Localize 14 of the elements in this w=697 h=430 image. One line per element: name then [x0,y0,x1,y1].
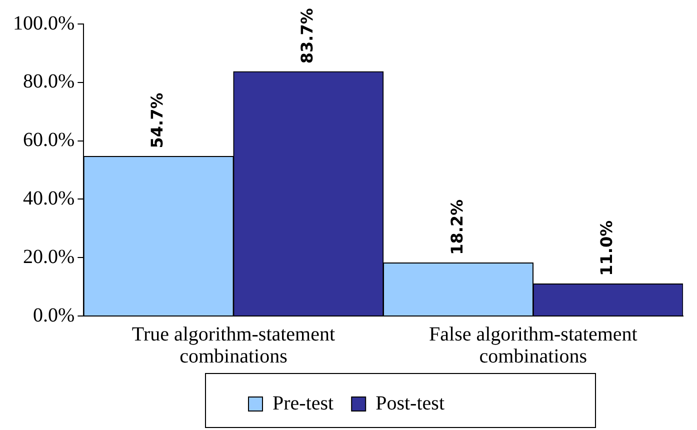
y-tick-label: 100.0% [12,12,75,34]
data-label: 54.7% [148,92,167,148]
y-tick-label: 60.0% [22,129,75,152]
legend-label: Post-test [376,392,445,414]
y-tick-label: 80.0% [22,70,75,93]
legend-label: Pre-test [272,392,334,414]
x-tick-label: True algorithm-statement combinations [132,323,336,368]
data-label: 18.2% [447,199,466,255]
y-tick-label: 20.0% [22,246,75,268]
y-tick-label: 40.0% [22,187,75,210]
data-label: 83.7% [298,8,317,64]
data-label: 11.0% [597,220,616,276]
y-tick-label: 0.0% [32,304,75,326]
x-tick-label: False algorithm-statement combinations [429,323,638,368]
